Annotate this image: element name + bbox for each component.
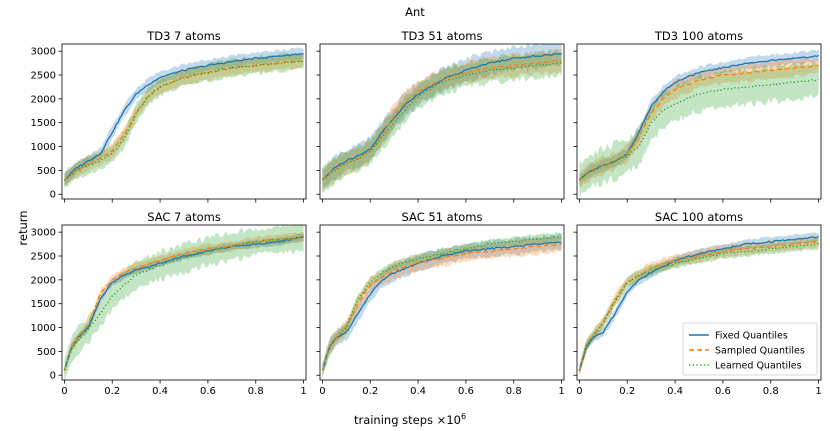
band-learned-quantiles — [579, 61, 819, 199]
panel-title: SAC 100 atoms — [655, 210, 743, 224]
x-tick-label: 0.2 — [619, 386, 635, 397]
x-axis-label: training steps ×106 — [354, 412, 466, 427]
x-tick-label: 1 — [558, 386, 564, 397]
panel-3: SAC 7 atoms 0 500 1000 1500 2000 2500 3000 0 0.2 0… — [31, 210, 307, 397]
x-tick-label: 0 — [576, 386, 582, 397]
band-learned-quantiles — [579, 238, 819, 375]
y-tick-label: 1500 — [31, 118, 56, 129]
y-tick-label: 0 — [50, 190, 56, 201]
y-tick-label: 2000 — [31, 275, 56, 286]
y-tick-label: 500 — [37, 166, 56, 177]
plot-area — [63, 225, 304, 380]
legend-label: Fixed Quantiles — [715, 331, 788, 342]
panel-title: TD3 7 atoms — [146, 29, 221, 43]
axes-frame — [576, 43, 822, 200]
x-tick-label: 0.8 — [506, 386, 522, 397]
panel-0: TD3 7 atoms 0 500 1000 1500 2000 2500 3000 — [31, 29, 307, 203]
band-fixed-quantiles — [64, 47, 304, 186]
series-line-sampled-quantiles — [322, 60, 562, 181]
axes-frame — [576, 224, 822, 381]
x-tick-label: 0.6 — [458, 386, 474, 397]
series-line-fixed-quantiles — [63, 53, 304, 181]
y-tick-label: 1000 — [31, 323, 56, 334]
y-axis-label: return — [16, 210, 30, 245]
series-line-sampled-quantiles — [578, 64, 819, 181]
axes-frame — [319, 224, 565, 381]
legend: Fixed Quantiles Sampled Quantiles Learned … — [682, 322, 818, 376]
series-line-learned-quantiles — [63, 236, 304, 371]
series-line-sampled-quantiles — [578, 240, 819, 371]
band-sampled-quantiles — [322, 235, 562, 378]
band-sampled-quantiles — [579, 57, 819, 188]
y-tick-label: 2000 — [31, 94, 56, 105]
x-tick-label: 0 — [319, 386, 325, 397]
plot-area — [578, 232, 819, 375]
panel-4: SAC 51 atoms 0 0.2 0.4 0.6 0.8 1 — [316, 210, 565, 397]
y-tick-label: 2500 — [31, 252, 56, 263]
panel-5: SAC 100 atoms 0 0.2 0.4 0.6 0.8 1 — [573, 210, 822, 397]
panel-title: TD3 100 atoms — [654, 29, 743, 43]
x-axis-label-exponent: 6 — [461, 412, 466, 421]
panel-title: TD3 51 atoms — [401, 29, 483, 43]
x-axis-label-text: training steps ×10 — [354, 413, 461, 427]
x-tick-label: 0.4 — [152, 386, 168, 397]
x-tick-label: 0.2 — [104, 386, 120, 397]
x-tick-label: 0.6 — [200, 386, 216, 397]
axes-frame — [61, 224, 307, 381]
plot-area — [578, 49, 819, 199]
legend-label: Sampled Quantiles — [715, 346, 805, 357]
figure-suptitle: Ant — [405, 5, 425, 19]
band-learned-quantiles — [64, 52, 304, 189]
y-tick-label: 1500 — [31, 299, 56, 310]
y-tick-label: 500 — [37, 347, 56, 358]
series-line-fixed-quantiles — [321, 241, 562, 371]
series-line-learned-quantiles — [322, 62, 562, 181]
y-tick-label: 2500 — [31, 71, 56, 82]
x-tick-label: 0.2 — [362, 386, 378, 397]
band-learned-quantiles — [322, 48, 562, 193]
legend-box — [682, 322, 818, 376]
x-tick-label: 0.4 — [667, 386, 683, 397]
plot-area — [322, 44, 562, 193]
band-sampled-quantiles — [64, 53, 304, 186]
x-tick-label: 0.8 — [248, 386, 264, 397]
x-tick-label: 0.6 — [715, 386, 731, 397]
x-tick-label: 1 — [300, 386, 306, 397]
x-tick-label: 0.8 — [763, 386, 779, 397]
panel-title: SAC 7 atoms — [147, 210, 221, 224]
band-fixed-quantiles — [322, 233, 562, 379]
y-tick-label: 3000 — [31, 228, 56, 239]
axes-frame — [319, 43, 565, 200]
y-tick-label: 3000 — [31, 47, 56, 58]
x-tick-label: 0 — [61, 386, 67, 397]
series-line-learned-quantiles — [63, 60, 304, 182]
series-line-fixed-quantiles — [63, 235, 304, 371]
legend-label: Learned Quantiles — [715, 361, 802, 372]
series-line-learned-quantiles — [578, 78, 819, 181]
series-line-learned-quantiles — [578, 242, 819, 371]
axes-frame — [61, 43, 307, 200]
plot-area — [63, 47, 304, 189]
band-fixed-quantiles — [579, 49, 819, 186]
band-sampled-quantiles — [579, 235, 819, 375]
y-tick-label: 0 — [50, 371, 56, 382]
y-tick-label: 1000 — [31, 142, 56, 153]
panel-2: TD3 100 atoms — [573, 29, 822, 203]
band-sampled-quantiles — [64, 232, 304, 375]
x-tick-label: 1 — [815, 386, 821, 397]
series-line-sampled-quantiles — [321, 243, 562, 371]
series-line-fixed-quantiles — [578, 235, 819, 371]
panel-title: SAC 51 atoms — [402, 210, 483, 224]
panel-1: TD3 51 atoms — [316, 29, 565, 203]
band-fixed-quantiles — [322, 44, 562, 192]
x-tick-label: 0.4 — [410, 386, 426, 397]
plot-area — [321, 231, 562, 379]
